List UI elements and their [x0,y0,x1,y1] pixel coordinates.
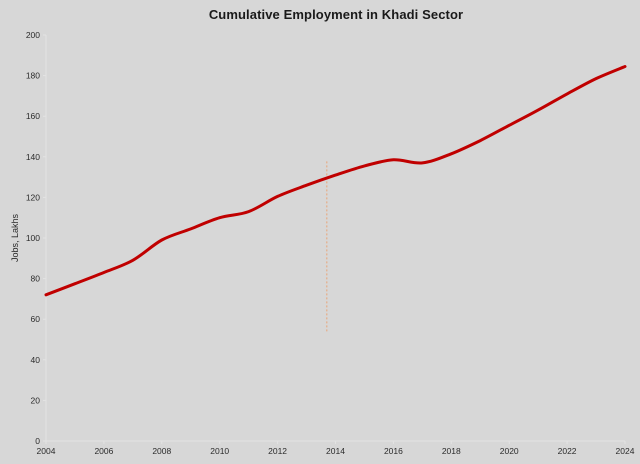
y-tick-label: 140 [26,152,40,162]
chart-title: Cumulative Employment in Khadi Sector [208,7,464,22]
x-tick-label: 2012 [268,446,287,456]
y-tick-label: 40 [31,355,41,365]
x-tick-label: 2018 [442,446,461,456]
x-tick-label: 2004 [37,446,56,456]
x-tick-label: 2008 [152,446,171,456]
y-tick-label: 60 [31,314,41,324]
y-tick-label: 120 [26,192,40,202]
x-tick-label: 2010 [210,446,229,456]
x-tick-label: 2022 [558,446,577,456]
x-tick-label: 2006 [94,446,113,456]
x-tick-label: 2014 [326,446,345,456]
employment-line-series [44,65,627,297]
y-tick-label: 100 [26,233,40,243]
y-tick-label: 160 [26,111,40,121]
y-tick-label: 180 [26,71,40,81]
y-tick-label: 0 [35,436,40,446]
y-tick-label: 80 [31,274,41,284]
x-tick-label: 2016 [384,446,403,456]
y-tick-label: 20 [31,395,41,405]
x-tick-label: 2020 [500,446,519,456]
x-tick-label: 2024 [616,446,635,456]
y-tick-label: 200 [26,30,40,40]
